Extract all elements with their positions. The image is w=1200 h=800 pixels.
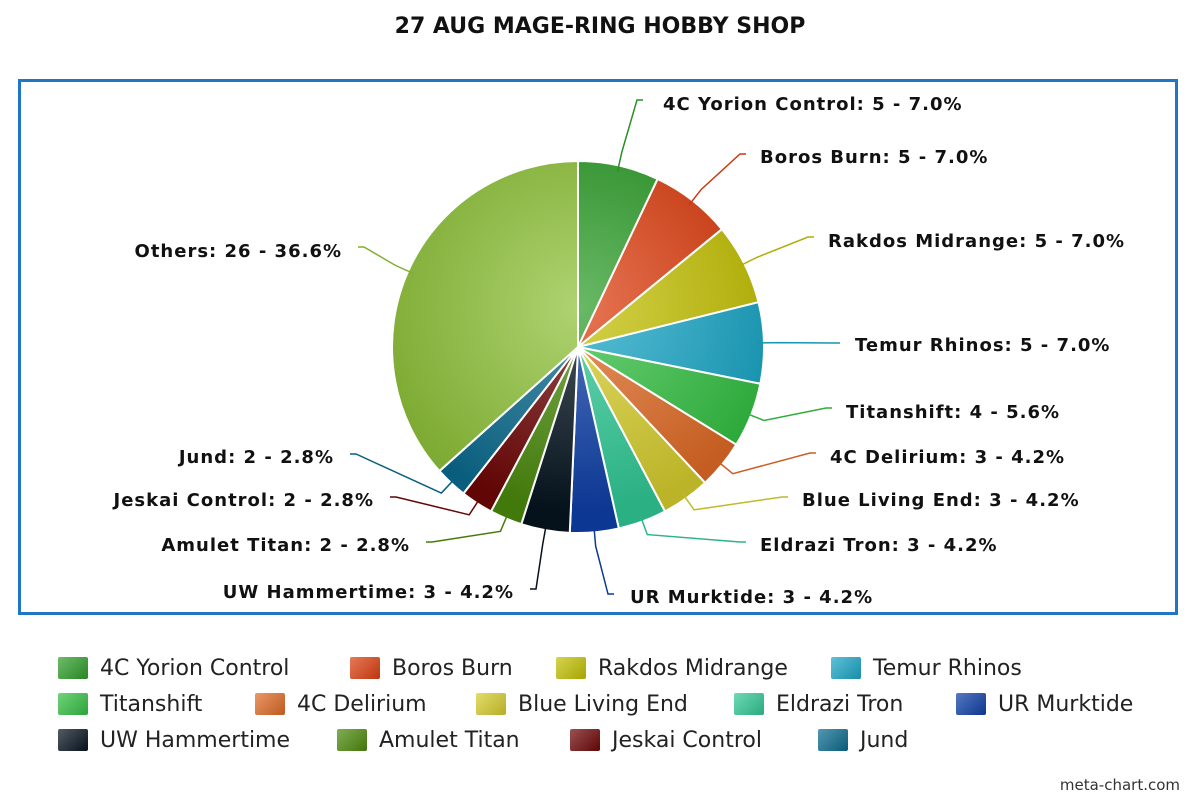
legend-swatch (570, 729, 600, 751)
legend-item-blue-living-end[interactable]: Blue Living End (476, 686, 688, 722)
leader-line-rakdos-midrange (738, 236, 814, 268)
slice-label-rakdos-midrange: Rakdos Midrange: 5 - 7.0% (828, 231, 1125, 252)
slice-label-amulet-titan: Amulet Titan: 2 - 2.8% (161, 535, 410, 556)
slice-label-uw-hammertime: UW Hammertime: 3 - 4.2% (223, 582, 514, 603)
legend-swatch (556, 657, 586, 679)
legend-item-amulet-titan[interactable]: Amulet Titan (337, 722, 520, 758)
slice-label-temur-rhinos: Temur Rhinos: 5 - 7.0% (855, 335, 1110, 356)
leader-line-blue-living-end (681, 493, 788, 511)
legend-label: Blue Living End (518, 691, 688, 717)
legend-swatch (58, 657, 88, 679)
legend-label: UR Murktide (998, 691, 1134, 717)
legend-item-titanshift[interactable]: Titanshift (58, 686, 202, 722)
legend-label: Jeskai Control (612, 727, 762, 753)
leader-line-uw-hammertime (530, 524, 548, 590)
slice-label-jund: Jund: 2 - 2.8% (177, 447, 334, 468)
legend-item-boros-burn[interactable]: Boros Burn (350, 650, 513, 686)
legend-item-eldrazi-tron[interactable]: Eldrazi Tron (734, 686, 903, 722)
legend-label: 4C Delirium (297, 691, 427, 717)
chart-title: 27 AUG MAGE-RING HOBBY SHOP (394, 14, 806, 39)
legend-item-4c-delirium[interactable]: 4C Delirium (255, 686, 427, 722)
legend-item-jeskai-control[interactable]: Jeskai Control (570, 722, 762, 758)
watermark: meta-chart.com (1059, 776, 1180, 794)
legend-label: Amulet Titan (379, 727, 520, 753)
slice-label-boros-burn: Boros Burn: 5 - 7.0% (760, 147, 988, 168)
slice-label-blue-living-end: Blue Living End: 3 - 4.2% (802, 490, 1080, 511)
leader-line-jund (350, 453, 456, 494)
leader-line-boros-burn (688, 153, 746, 206)
slice-label-others: Others: 26 - 36.6% (135, 241, 342, 262)
legend-swatch (818, 729, 848, 751)
legend-item-rakdos-midrange[interactable]: Rakdos Midrange (556, 650, 788, 686)
legend-swatch (255, 693, 285, 715)
slice-label-titanshift: Titanshift: 4 - 5.6% (846, 402, 1060, 423)
slice-label-jeskai-control: Jeskai Control: 2 - 2.8% (112, 490, 375, 511)
legend-swatch (734, 693, 764, 715)
legend-label: Rakdos Midrange (598, 655, 788, 681)
legend-swatch (350, 657, 380, 679)
leader-line-ur-murktide (593, 526, 614, 595)
legend-item-jund[interactable]: Jund (818, 722, 908, 758)
legend-swatch (831, 657, 861, 679)
slice-label-ur-murktide: UR Murktide: 3 - 4.2% (630, 587, 873, 608)
legend-swatch (337, 729, 367, 751)
legend-label: Titanshift (100, 691, 203, 717)
legend-item-ur-murktide[interactable]: UR Murktide (956, 686, 1133, 722)
legend-swatch (58, 729, 88, 751)
legend-label: UW Hammertime (100, 727, 291, 753)
legend-label: Eldrazi Tron (776, 691, 904, 717)
leader-line-others (358, 246, 414, 275)
legend-item-uw-hammertime[interactable]: UW Hammertime (58, 722, 290, 758)
legend-label: Jund (860, 727, 909, 753)
legend-label: Boros Burn (392, 655, 513, 681)
legend-swatch (956, 693, 986, 715)
legend-swatch (476, 693, 506, 715)
plot-area-frame (18, 79, 1178, 615)
leader-line-jeskai-control (390, 496, 481, 516)
slice-label-eldrazi-tron: Eldrazi Tron: 3 - 4.2% (760, 535, 998, 556)
leader-line-4c-delirium (716, 452, 816, 475)
legend-item-temur-rhinos[interactable]: Temur Rhinos (831, 650, 1022, 686)
slice-label-4c-yorion-control: 4C Yorion Control: 5 - 7.0% (663, 94, 963, 115)
leader-line-4c-yorion-control (616, 99, 643, 172)
leader-line-eldrazi-tron (639, 515, 746, 543)
legend-item-4c-yorion-control[interactable]: 4C Yorion Control (58, 650, 289, 686)
legend-swatch (58, 693, 88, 715)
legend-label: Temur Rhinos (873, 655, 1022, 681)
leader-line-amulet-titan (426, 512, 509, 543)
slice-label-4c-delirium: 4C Delirium: 3 - 4.2% (830, 447, 1065, 468)
legend-label: 4C Yorion Control (100, 655, 290, 681)
leader-line-titanshift (745, 407, 832, 422)
